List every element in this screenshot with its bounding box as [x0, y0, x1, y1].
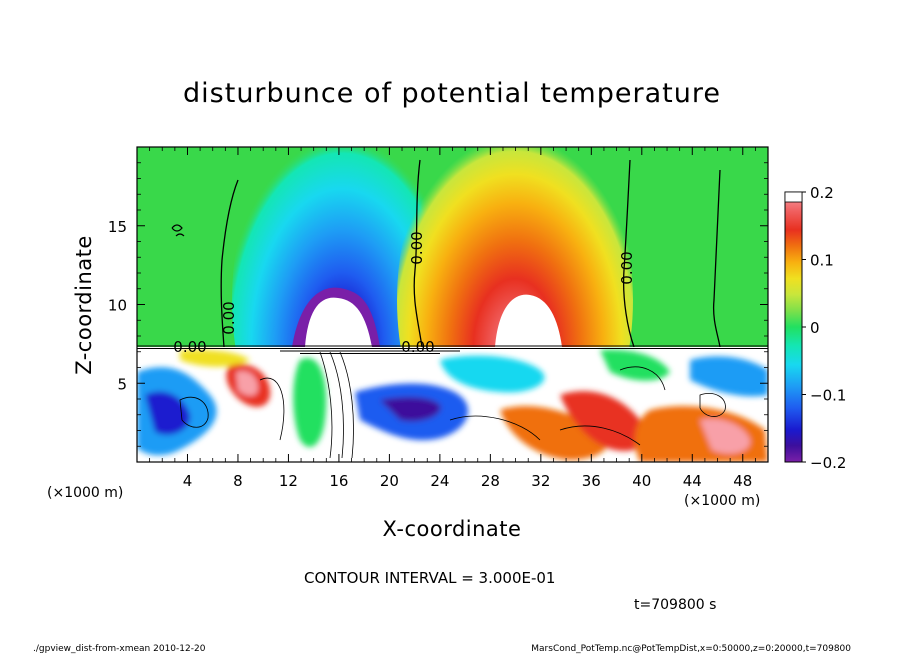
- y-axis-label: Z-coordinate: [72, 235, 96, 375]
- contour-label: 0.00: [220, 301, 238, 334]
- contour-line: [622, 159, 635, 347]
- contour-label: 0.00: [408, 231, 426, 264]
- cold-core-saturated: [305, 297, 372, 347]
- contour-line: [220, 179, 239, 347]
- boundary-layer-top-contours: [137, 345, 768, 354]
- boundary-layer-contours: [179, 351, 726, 459]
- y-tick-label: 5: [117, 375, 127, 393]
- cold-anomaly: [232, 147, 452, 347]
- x-tick-label: 20: [380, 472, 399, 490]
- contour-line: [712, 169, 721, 347]
- boundary-layer-blob: [145, 391, 191, 435]
- warm-core-saturated: [495, 294, 562, 347]
- boundary-layer-blob: [700, 418, 751, 454]
- boundary-layer-blob: [236, 370, 258, 396]
- x-tick-label: 8: [233, 472, 243, 490]
- x-tick-label: 48: [733, 472, 752, 490]
- y-axis: 5 10 15: [108, 162, 768, 447]
- boundary-layer-blob: [560, 391, 646, 451]
- x-tick-label: 12: [279, 472, 298, 490]
- y-tick-label: 15: [108, 218, 127, 236]
- x-tick-label: 24: [430, 472, 449, 490]
- colorbar-tick-label: 0.1: [810, 252, 834, 270]
- x-tick-label: 36: [582, 472, 601, 490]
- x-axis-unit: (×1000 m): [684, 493, 760, 509]
- colorbar-tick-label: −0.2: [810, 454, 846, 472]
- heatmap-field: 0.00 0.00 0.00 0.00 0.00: [137, 147, 768, 462]
- warm-anomaly: [397, 147, 633, 347]
- contour-label: 0.00: [618, 251, 636, 284]
- x-tick-label: 28: [481, 472, 500, 490]
- contour-line: [171, 224, 185, 237]
- x-tick-label: 32: [531, 472, 550, 490]
- contour-label: 0.00: [173, 338, 206, 356]
- boundary-layer-blob: [380, 397, 441, 422]
- x-axis-label: X-coordinate: [383, 517, 522, 541]
- colorbar-max-swatch: [784, 191, 803, 203]
- colorbar: [784, 191, 803, 463]
- chart-title: disturbunce of potential temperature: [183, 78, 721, 109]
- contour-interval-label: CONTOUR INTERVAL = 3.000E-01: [304, 569, 555, 587]
- x-tick-label: 16: [329, 472, 348, 490]
- boundary-layer-blob: [600, 349, 670, 381]
- boundary-layer-blob: [440, 355, 545, 393]
- time-label: t=709800 s: [634, 597, 716, 613]
- x-tick-label: 40: [632, 472, 651, 490]
- colorbar-tick-label: −0.1: [810, 387, 846, 405]
- x-tick-label: 44: [683, 472, 702, 490]
- colorbar-ticks: 0.2 0.1 0 −0.1 −0.2: [802, 184, 846, 472]
- contour-label: 0.00: [401, 338, 434, 356]
- boundary-layer-blob: [180, 349, 250, 367]
- x-axis: 4 8 12 16 20 24 28 32 36 40 44 48: [149, 147, 756, 490]
- y-tick-label: 10: [108, 297, 127, 315]
- boundary-layer-blob: [690, 356, 768, 397]
- y-axis-unit: (×1000 m): [47, 485, 123, 501]
- footer-right: MarsCond_PotTemp.nc@PotTempDist,x=0:5000…: [531, 644, 851, 654]
- colorbar-tick-label: 0: [810, 319, 820, 337]
- contour-line: [413, 159, 423, 347]
- footer-left: ./gpview_dist-from-xmean 2010-12-20: [33, 644, 206, 654]
- colorbar-tick-label: 0.2: [810, 184, 834, 202]
- x-tick-label: 4: [183, 472, 193, 490]
- boundary-layer-blob: [293, 358, 327, 448]
